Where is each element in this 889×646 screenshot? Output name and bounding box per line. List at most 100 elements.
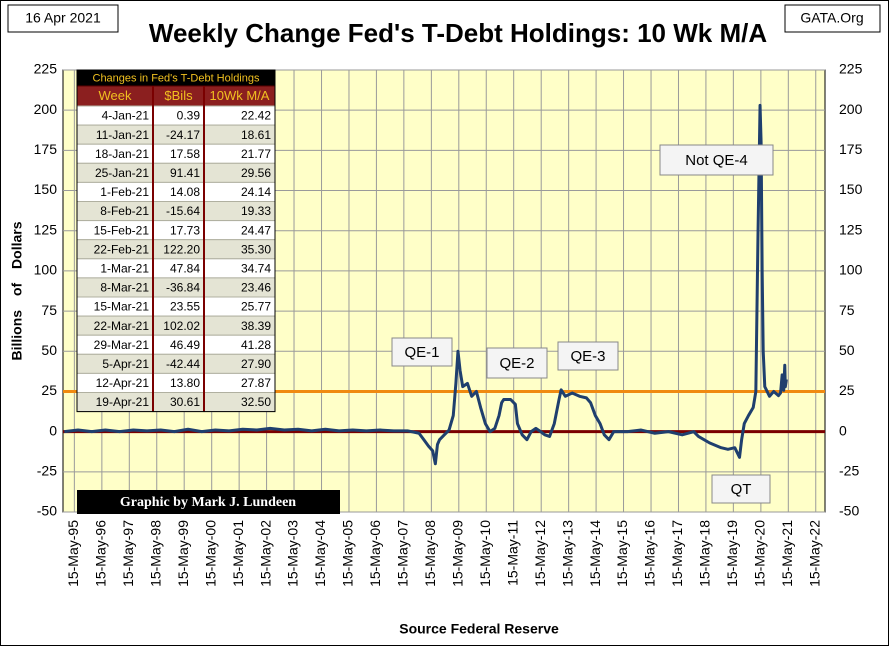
annotation-box [659,144,774,176]
y-axis-label: Billions of Dollars [9,221,25,360]
table-cell-text: 22-Mar-21 [94,319,150,333]
x-tick-label: 15-May-20 [752,520,768,587]
x-tick-label: 15-May-07 [395,520,411,587]
y2-tick-label: 25 [839,382,855,398]
table-title: Changes in Fed's T-Debt Holdings [93,72,260,84]
y-tick-label: 0 [49,422,57,438]
x-tick-label: 15-May-10 [477,520,493,587]
x-tick-label: 15-May-13 [559,520,575,587]
table-cell-text: 19.33 [241,204,271,218]
table-cell-text: 13.80 [170,376,200,390]
table-cell-text: 15-Mar-21 [94,300,150,314]
table-cell-text: 27.87 [241,376,271,390]
table-cell-text: 38.39 [241,319,271,333]
x-tick-label: 15-May-97 [120,520,136,587]
table-cell-text: 32.50 [241,395,271,409]
table-cell-text: 91.41 [170,166,200,180]
table-cell-text: 24.47 [241,223,271,237]
annotation: QT [731,481,752,498]
x-tick-label: 15-May-12 [532,520,548,587]
y2-tick-label: 125 [839,221,863,237]
y-tick-label: 100 [34,262,58,278]
annotation-box [557,341,619,371]
table-cell-text: -36.84 [166,281,200,295]
table-cell-text: 1-Mar-21 [100,262,149,276]
table-border [76,69,276,413]
table-cell-text: 14.08 [170,185,200,199]
table-cell-text: 25-Jan-21 [95,166,149,180]
x-tick-label: 15-May-06 [367,520,383,587]
y2-tick-label: 0 [839,422,847,438]
x-tick-label: 15-May-08 [422,520,438,587]
y2-tick-label: 150 [839,181,863,197]
x-tick-label: 15-May-22 [806,520,822,587]
table-cell-text: 41.28 [241,338,271,352]
table-cell-text: 0.39 [177,109,201,123]
x-tick-label: 15-May-14 [587,520,603,587]
y-tick-label: -25 [37,463,57,479]
table-cell-text: 122.20 [163,242,200,256]
table-cell-text: -15.64 [166,204,200,218]
table-cell-text: 18.61 [241,128,271,142]
y-tick-label: 225 [34,61,58,77]
y2-tick-label: 175 [839,141,863,157]
y2-tick-label: 100 [839,262,863,278]
x-tick-label: 15-May-11 [504,520,520,586]
x-tick-label: 15-May-18 [697,520,713,587]
table-cell-text: 25.77 [241,300,271,314]
annotation-box [711,474,771,504]
site-box [784,4,881,33]
table-cell-text: 8-Feb-21 [100,204,149,218]
y-tick-label: 200 [34,101,58,117]
x-tick-label: 15-May-05 [340,520,356,587]
annotation: QE-2 [499,355,534,372]
y2-tick-label: 225 [839,61,863,77]
x-tick-label: 15-May-00 [202,520,218,587]
x-axis-label: Source Federal Reserve [399,621,559,637]
table-cell-text: 15-Feb-21 [94,223,150,237]
table-cell-text: 24.14 [241,185,271,199]
table-cell-text: 27.90 [241,357,271,371]
table-cell-text: 23.55 [170,300,200,314]
x-tick-label: 15-May-04 [312,520,328,587]
y2-tick-label: 200 [839,101,863,117]
annotation: QE-3 [570,348,605,365]
table-header: 10Wk M/A [210,88,270,103]
y-tick-label: -50 [37,503,57,519]
y-tick-label: 150 [34,181,58,197]
y-tick-label: 175 [34,141,58,157]
y-tick-label: 75 [41,302,57,318]
chart-title: Weekly Change Fed's T-Debt Holdings: 10 … [149,18,767,48]
table-cell-text: 22.42 [241,109,271,123]
table-cell-text: 4-Jan-21 [102,109,150,123]
table-cell-text: 34.74 [241,262,271,276]
x-tick-label: 15-May-19 [724,520,740,587]
x-tick-label: 15-May-01 [230,520,246,587]
table-cell-text: 47.84 [170,262,200,276]
table-cell-text: 17.73 [170,223,200,237]
table-cell-text: 46.49 [170,338,200,352]
y2-tick-label: 75 [839,302,855,318]
table-header: Week [99,88,132,103]
table-cell-text: 29.56 [241,166,271,180]
table-cell-text: 19-Apr-21 [96,395,150,409]
x-tick-label: 15-May-95 [65,520,81,587]
x-tick-label: 15-May-02 [257,520,273,587]
y-tick-label: 50 [41,342,57,358]
annotation-box [391,337,453,367]
table-cell-text: 102.02 [163,319,200,333]
table-cell-text: -24.17 [166,128,200,142]
x-tick-label: 15-May-09 [450,520,466,587]
table-cell-text: -42.44 [166,357,200,371]
table-header: $Bils [164,88,193,103]
table-cell-text: 1-Feb-21 [100,185,149,199]
table-cell-text: 29-Mar-21 [94,338,150,352]
credit: Graphic by Mark J. Lundeen [120,495,296,510]
table-title-bg [77,70,275,86]
y2-tick-label: -25 [839,463,859,479]
table-cell-text: 22-Feb-21 [94,242,150,256]
date-box [7,4,119,33]
x-tick-label: 15-May-03 [285,520,301,587]
table-cell-text: 21.77 [241,147,271,161]
